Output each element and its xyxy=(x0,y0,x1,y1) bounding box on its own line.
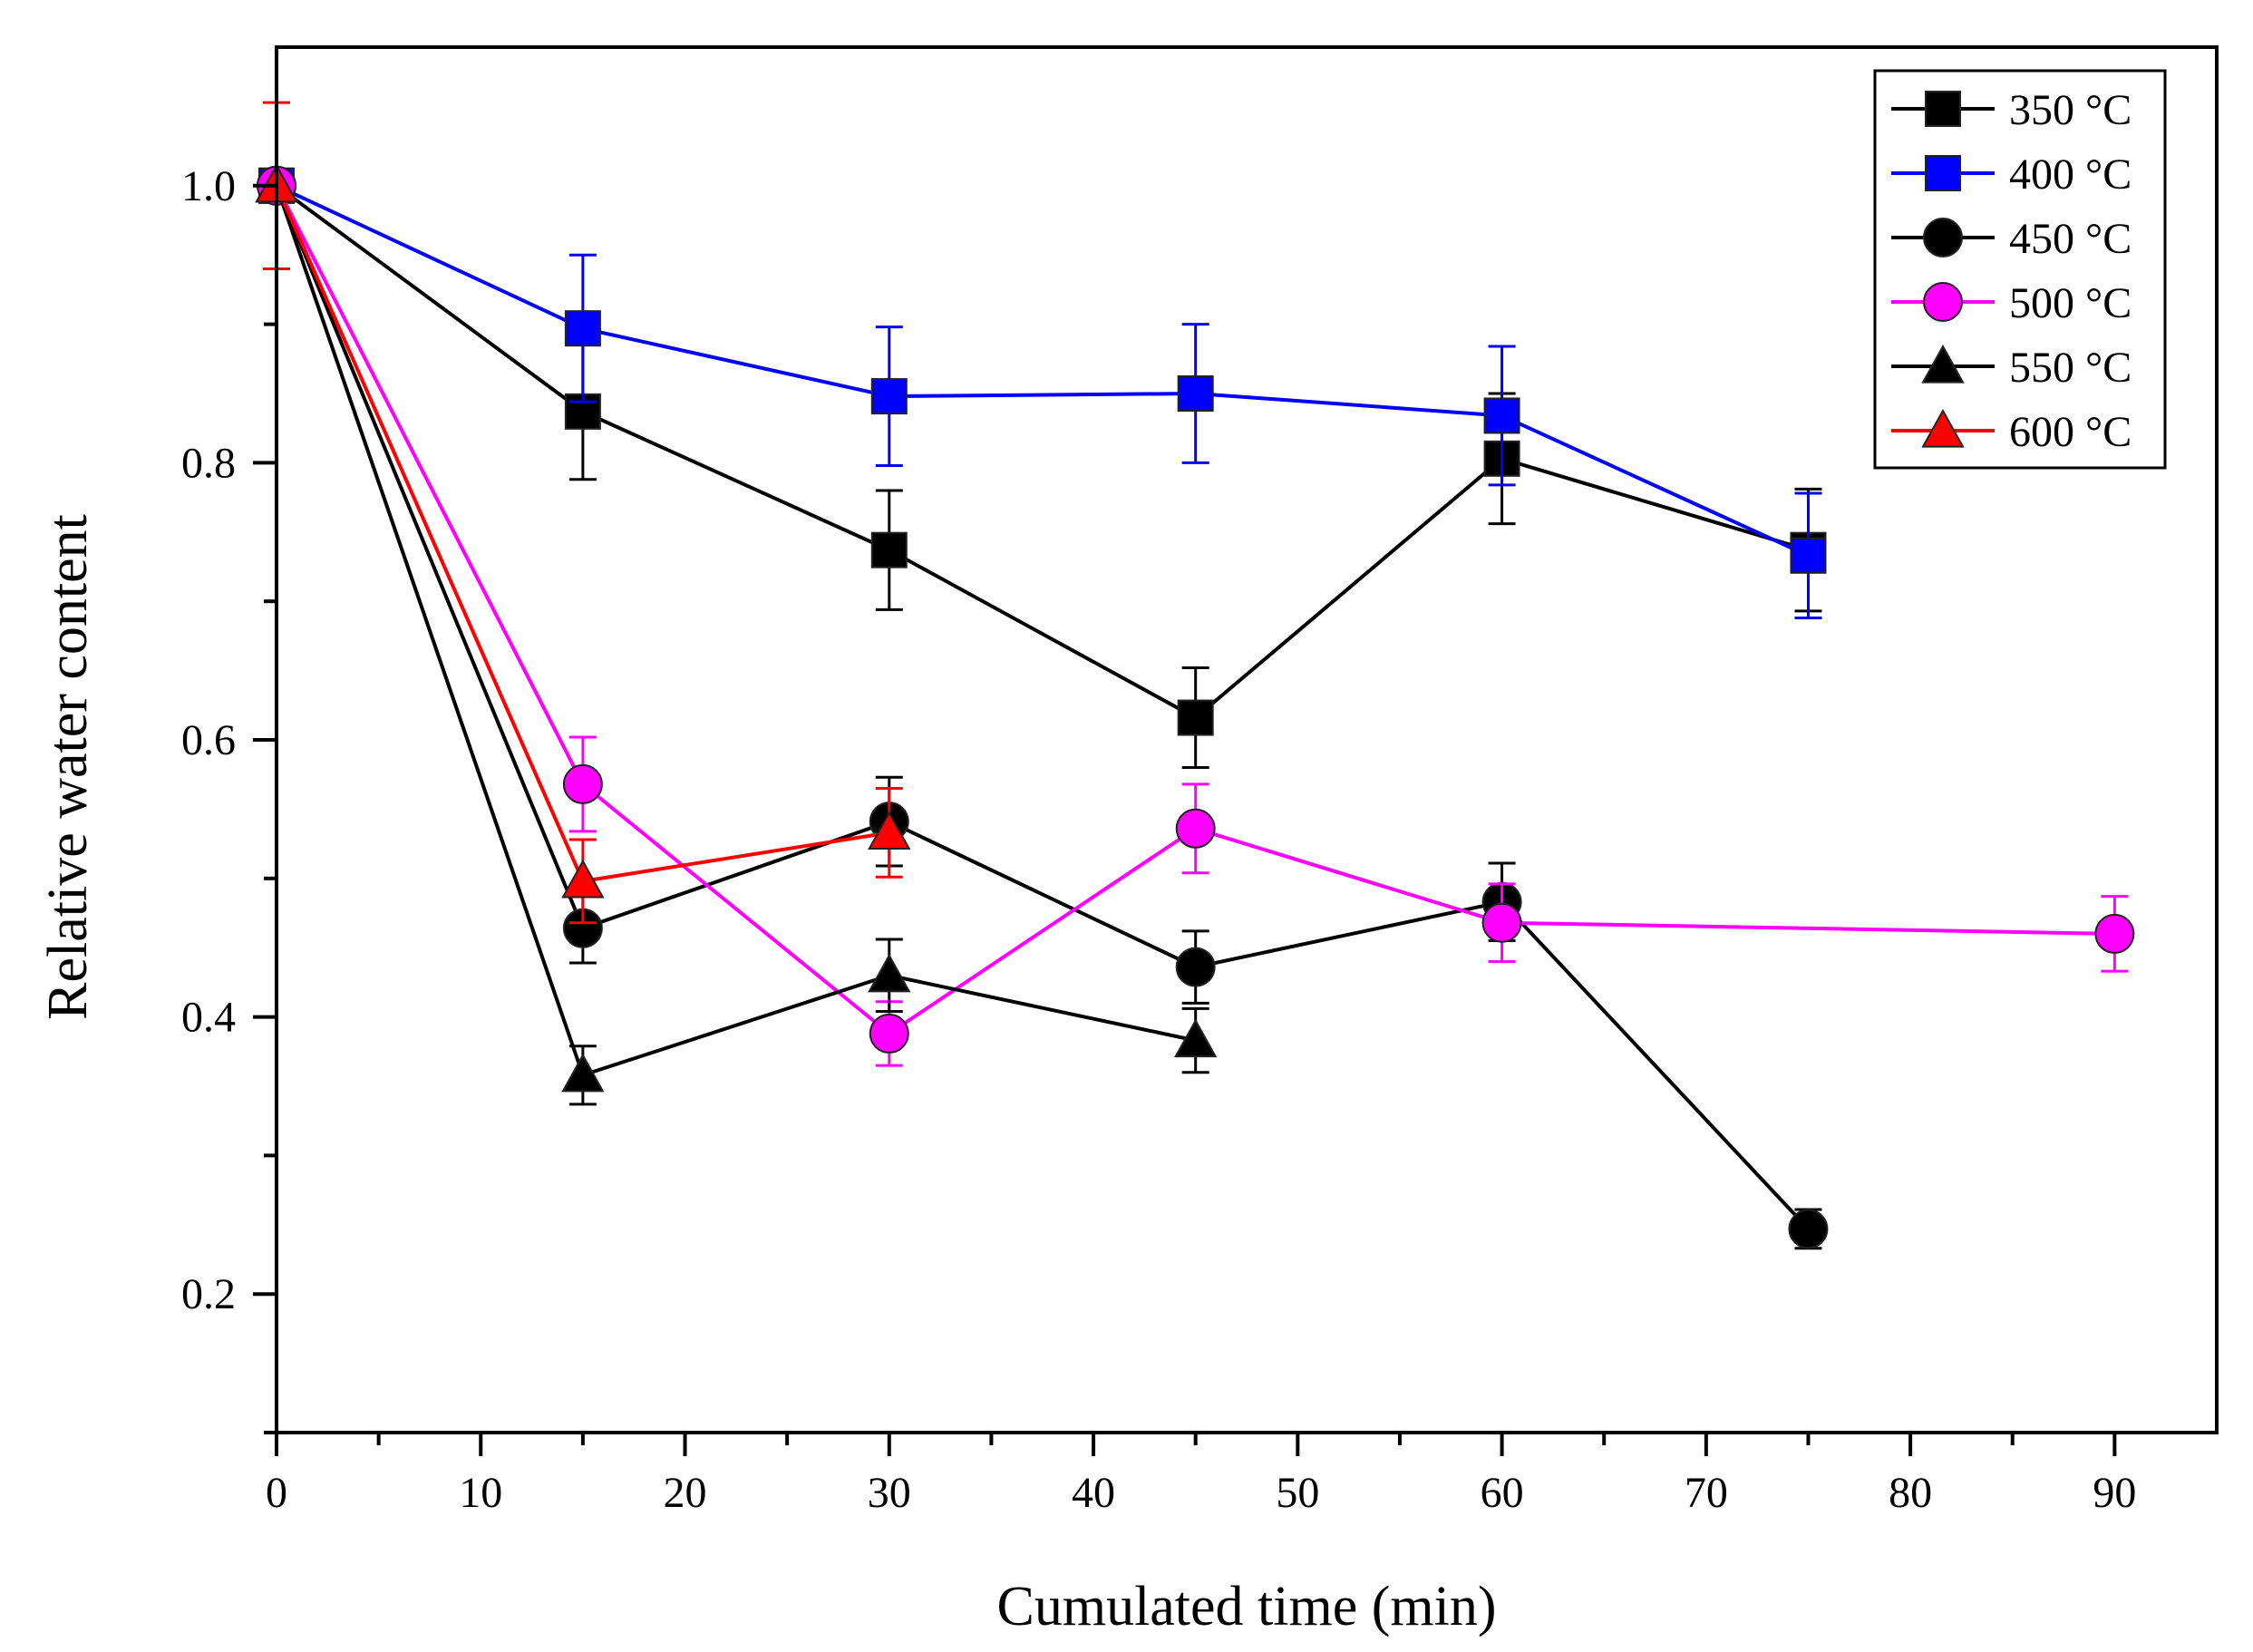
legend-marker xyxy=(1925,155,1961,191)
legend-entry: 500 °C xyxy=(1891,279,2132,327)
series-line xyxy=(276,183,1810,558)
data-point xyxy=(1483,397,1520,434)
data-point xyxy=(1175,808,1216,849)
axes: 0 10 20 30 40 50 60 70 80 90 0.2 0.4 0.6 0.8 1.0 xyxy=(181,162,2136,1517)
series-line xyxy=(275,185,1197,1078)
x-tick-label: 30 xyxy=(868,1469,911,1517)
legend-label: 350 °C xyxy=(2009,86,2132,134)
legend-entry: 350 °C xyxy=(1891,86,2132,134)
series-400 xyxy=(258,167,1827,620)
x-tick-label: 50 xyxy=(1276,1469,1319,1517)
data-point xyxy=(564,310,601,347)
x-tick-label: 80 xyxy=(1889,1469,1932,1517)
data-point xyxy=(1173,1018,1218,1058)
data-point xyxy=(561,859,605,899)
legend-label: 400 °C xyxy=(2009,151,2132,199)
y-tick-label: 0.8 xyxy=(181,439,236,487)
legend-entry: 450 °C xyxy=(1891,215,2132,263)
x-axis-title: Cumulated time (min) xyxy=(996,1576,1496,1637)
x-tick-label: 20 xyxy=(664,1469,707,1517)
legend-entry: 550 °C xyxy=(1891,344,2132,392)
series-line xyxy=(275,185,1810,1230)
y-tick-label: 0.2 xyxy=(181,1270,236,1318)
data-point xyxy=(561,1053,605,1093)
legend-marker xyxy=(1921,408,1965,448)
x-tick-label: 90 xyxy=(2093,1469,2136,1517)
y-tick-label: 0.6 xyxy=(181,716,236,764)
data-point xyxy=(1177,699,1214,736)
legend-label: 550 °C xyxy=(2009,344,2132,392)
data-point xyxy=(1481,902,1522,943)
legend-label: 450 °C xyxy=(2009,215,2132,263)
legend-label: 600 °C xyxy=(2009,408,2132,456)
data-point xyxy=(1177,375,1214,412)
x-tick-label: 40 xyxy=(1072,1469,1115,1517)
legend-label: 500 °C xyxy=(2009,279,2132,327)
data-point xyxy=(868,953,911,993)
legend-marker xyxy=(1921,344,1965,384)
x-tick-label: 70 xyxy=(1685,1469,1728,1517)
data-point xyxy=(562,763,603,804)
legend: 350 °C 400 °C 450 °C 500 °C 550 °C 600 °C xyxy=(1873,69,2167,470)
data-point xyxy=(2094,913,2135,954)
legend-marker xyxy=(1925,91,1961,127)
data-point xyxy=(870,378,908,415)
legend-marker xyxy=(1923,282,1963,322)
data-point xyxy=(1790,537,1827,574)
y-tick-label: 1.0 xyxy=(181,162,236,210)
series-500 xyxy=(257,165,2135,1067)
legend-entry: 600 °C xyxy=(1891,408,2132,456)
x-tick-label: 60 xyxy=(1481,1469,1524,1517)
series-line xyxy=(275,184,1810,720)
legend-marker xyxy=(1923,218,1963,258)
data-point xyxy=(870,531,908,568)
data-point xyxy=(1788,1209,1829,1249)
data-point xyxy=(869,1013,909,1054)
x-tick-label: 0 xyxy=(266,1469,287,1517)
y-tick-label: 0.4 xyxy=(181,994,236,1042)
series-line xyxy=(275,184,2115,1036)
y-axis-title: Relative water content xyxy=(37,514,99,1020)
data-point xyxy=(868,811,911,850)
data-point xyxy=(1175,947,1216,987)
legend-entry: 400 °C xyxy=(1891,151,2132,199)
x-tick-label: 10 xyxy=(459,1469,502,1517)
legend-box xyxy=(1873,69,2167,470)
